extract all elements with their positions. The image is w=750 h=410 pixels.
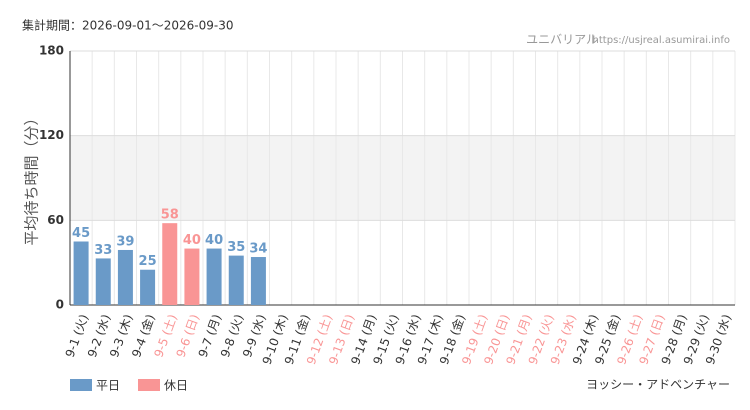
- value-label: 39: [116, 234, 134, 249]
- value-label: 34: [249, 242, 267, 257]
- bar: [228, 255, 244, 305]
- bar: [162, 223, 178, 305]
- attraction: ヨッシー・アドベンチャー: [586, 378, 730, 392]
- value-label: 35: [227, 240, 245, 255]
- bar: [184, 248, 200, 305]
- bar: [73, 241, 89, 305]
- legend-swatch: [70, 379, 92, 391]
- bar: [117, 249, 133, 305]
- y-tick-label: 0: [56, 298, 64, 312]
- bar: [206, 248, 222, 305]
- value-label: 45: [72, 226, 90, 241]
- bar: [95, 258, 111, 305]
- y-tick-label: 60: [47, 213, 64, 227]
- value-label: 40: [205, 233, 223, 248]
- url: https://usjreal.asumirai.info: [593, 35, 730, 46]
- y-axis-label: 平均待ち時間（分）: [23, 110, 41, 245]
- bar: [250, 257, 266, 305]
- y-tick-label: 180: [39, 44, 64, 58]
- value-label: 58: [161, 208, 179, 223]
- bar: [140, 269, 156, 305]
- period: 集計期間：2026-09-01～2026-09-30: [22, 18, 233, 33]
- legend-label: 平日: [96, 379, 120, 393]
- y-tick-label: 120: [39, 128, 64, 142]
- legend-swatch: [138, 379, 160, 391]
- legend-label: 休日: [164, 379, 188, 393]
- value-label: 40: [183, 233, 201, 248]
- value-label: 25: [139, 254, 157, 269]
- value-label: 33: [94, 243, 112, 258]
- site: ユニバリアル: [526, 33, 598, 47]
